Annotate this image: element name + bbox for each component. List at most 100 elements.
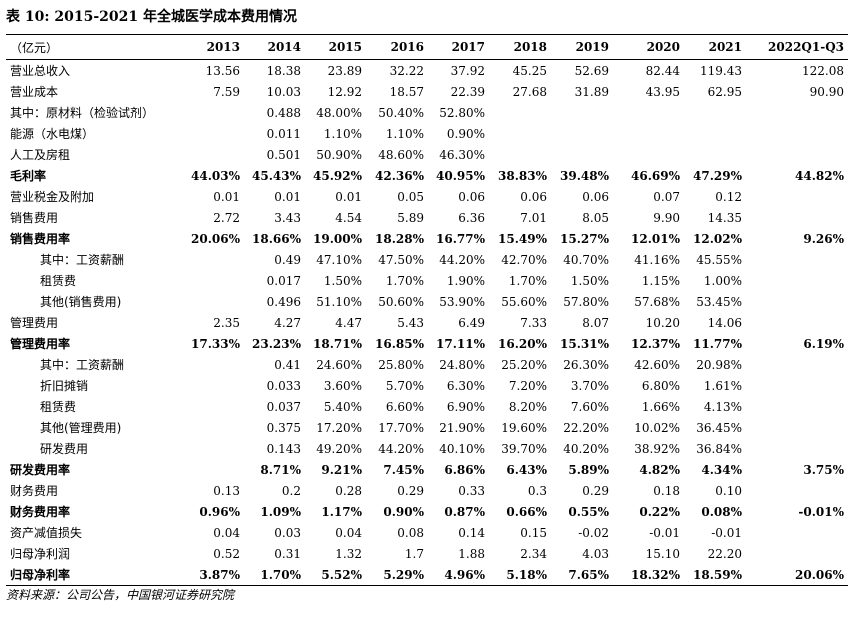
cell-value: 15.10	[645, 546, 680, 561]
cell-value: 3.75%	[803, 462, 844, 477]
cell-value: 57.80%	[563, 294, 609, 309]
cell-value: 39.70%	[501, 441, 547, 456]
cell-value: 0.33	[458, 483, 485, 498]
cell-value: 50.90%	[316, 147, 362, 162]
cell-value: 0.2	[281, 483, 301, 498]
cell-value: 1.09%	[260, 504, 301, 519]
cell-value: 0.87%	[444, 504, 485, 519]
cell-value	[746, 123, 848, 144]
cell-value: 5.89	[397, 210, 424, 225]
cell-value: 5.40%	[323, 399, 362, 414]
cell-value: 1.32	[335, 546, 362, 561]
cell-value: 0.488	[266, 105, 301, 120]
cell-value: -0.01	[649, 525, 680, 540]
row-label: 销售费用率	[10, 232, 71, 246]
cell-value	[746, 186, 848, 207]
cell-value: 5.70%	[385, 378, 424, 393]
cell-value: 0.143	[266, 441, 301, 456]
header-year: 2015	[328, 40, 362, 54]
table-row: 销售费用率 20.06% 18.66% 19.00% 18.28% 16.77% 15.49…	[6, 228, 848, 249]
cell-value: 22.39	[450, 84, 485, 99]
cell-value: 0.496	[266, 294, 301, 309]
cell-value: 0.06	[520, 189, 547, 204]
cell-value: 18.57	[389, 84, 424, 99]
cell-value: 0.10	[715, 483, 742, 498]
cell-value: 41.16%	[634, 252, 680, 267]
cell-value: 18.71%	[313, 336, 362, 351]
cell-value	[746, 522, 848, 543]
table-row: 研发费用率 8.71% 9.21% 7.45% 6.86% 6.43% 5.89% 4.82%…	[6, 459, 848, 480]
row-label: 财务费用率	[10, 505, 71, 519]
cell-value	[182, 291, 244, 312]
cell-value: 0.66%	[506, 504, 547, 519]
cell-value: 47.10%	[316, 252, 362, 267]
row-label: 营业总收入	[10, 64, 71, 78]
header-year: 2022Q1-Q3	[768, 40, 844, 54]
row-label: 研发费用率	[10, 463, 71, 477]
table-row: 归母净利润 0.52 0.31 1.32 1.7 1.88 2.34 4.03 15.10 22.…	[6, 543, 848, 564]
row-label: 其中：原材料（检验试剂）	[10, 106, 155, 120]
cell-value: 0.01	[335, 189, 362, 204]
cell-value: 17.33%	[191, 336, 240, 351]
cell-value: 7.01	[520, 210, 547, 225]
cell-value: 44.20%	[439, 252, 485, 267]
cell-value	[182, 417, 244, 438]
cell-value: 2.72	[213, 210, 240, 225]
cell-value: 4.82%	[639, 462, 680, 477]
cell-value	[182, 459, 244, 480]
cell-value: 8.05	[582, 210, 609, 225]
cell-value: 8.20%	[508, 399, 547, 414]
cell-value: 23.89	[327, 63, 362, 78]
cell-value: 36.84%	[696, 441, 742, 456]
cell-value: 4.13%	[703, 399, 742, 414]
cell-value: 45.55%	[696, 252, 742, 267]
cell-value: 15.27%	[560, 231, 609, 246]
cell-value: 47.29%	[693, 168, 742, 183]
cost-table: （亿元） 2013 2014 2015 2016 2017 2018 2019 2020 2021…	[6, 34, 848, 586]
cell-value: 36.45%	[696, 420, 742, 435]
cell-value	[746, 270, 848, 291]
cell-value: 1.70%	[508, 273, 547, 288]
cell-value: 82.44	[645, 63, 680, 78]
cell-value: 6.43%	[506, 462, 547, 477]
cell-value: 24.80%	[439, 357, 485, 372]
cell-value: 40.70%	[563, 252, 609, 267]
table-row: 其中：工资薪酬 0.49 47.10% 47.50% 44.20% 42.70% 40.70…	[6, 249, 848, 270]
cell-value: 1.90%	[446, 273, 485, 288]
cell-value: 4.34%	[701, 462, 742, 477]
cell-value: 16.20%	[498, 336, 547, 351]
cell-value	[489, 144, 551, 165]
header-year: 2018	[513, 40, 547, 54]
cell-value: 119.43	[700, 63, 742, 78]
cell-value: 0.04	[335, 525, 362, 540]
row-label: 能源（水电煤）	[10, 127, 95, 141]
table-row: 资产减值损失 0.04 0.03 0.04 0.08 0.14 0.15 -0.02 -0.01…	[6, 522, 848, 543]
cell-value: 38.92%	[634, 441, 680, 456]
cell-value: 0.55%	[568, 504, 609, 519]
cell-value	[746, 438, 848, 459]
cell-value: 53.45%	[696, 294, 742, 309]
row-label: 财务费用	[10, 484, 59, 498]
cell-value: 4.96%	[444, 567, 485, 582]
cell-value: 0.3	[527, 483, 547, 498]
cell-value: 0.01	[213, 189, 240, 204]
header-year: 2019	[575, 40, 609, 54]
cell-value: 25.80%	[378, 357, 424, 372]
cell-value	[684, 123, 746, 144]
cell-value: 0.29	[582, 483, 609, 498]
cell-value: 90.90	[809, 84, 844, 99]
cell-value: 0.15	[520, 525, 547, 540]
cell-value: 6.36	[458, 210, 485, 225]
cell-value: 10.20	[645, 315, 680, 330]
cell-value: 0.017	[266, 273, 301, 288]
cell-value: 4.47	[335, 315, 362, 330]
table-row: 销售费用 2.72 3.43 4.54 5.89 6.36 7.01 8.05 9.90 14.3…	[6, 207, 848, 228]
cell-value	[746, 480, 848, 501]
cell-value: 0.18	[653, 483, 680, 498]
cell-value: 17.70%	[378, 420, 424, 435]
table-row: 管理费用率 17.33% 23.23% 18.71% 16.85% 17.11% 16.20…	[6, 333, 848, 354]
table-row: 其中：工资薪酬 0.41 24.60% 25.80% 24.80% 25.20% 26.30…	[6, 354, 848, 375]
cell-value: 0.011	[266, 126, 301, 141]
row-label: 租赁费	[40, 274, 77, 288]
cell-value: 45.92%	[313, 168, 362, 183]
